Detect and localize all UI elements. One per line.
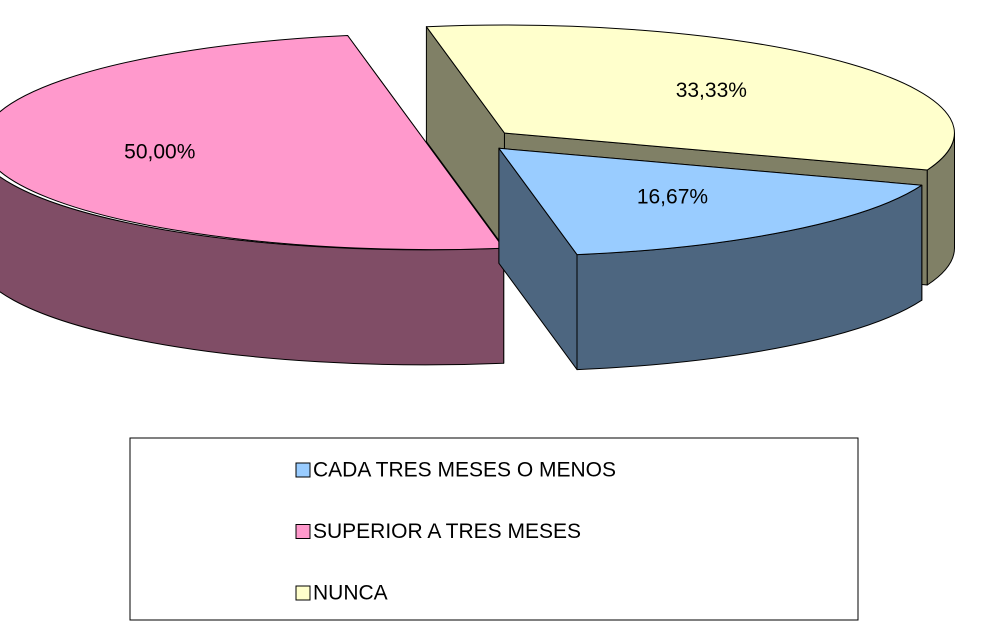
legend-swatch <box>295 524 311 539</box>
data-label: 50,00% <box>124 141 195 164</box>
slice-side <box>0 176 505 366</box>
legend: CADA TRES MESES O MENOS SUPERIOR A TRES M… <box>295 459 616 605</box>
legend-swatch <box>295 462 311 478</box>
data-label: 33,33% <box>676 79 747 102</box>
data-label: 16,67% <box>637 185 708 208</box>
legend-swatch <box>295 585 311 601</box>
slice <box>498 147 923 256</box>
legend-label: NUNCA <box>313 582 388 605</box>
slice <box>0 35 505 251</box>
legend-label: CADA TRES MESES O MENOS <box>313 459 616 482</box>
legend-label: SUPERIOR A TRES MESES <box>313 520 581 543</box>
slice <box>425 24 955 171</box>
legend-box <box>129 437 859 621</box>
pie: 33,33% 50,00% 16,67% <box>0 24 955 371</box>
